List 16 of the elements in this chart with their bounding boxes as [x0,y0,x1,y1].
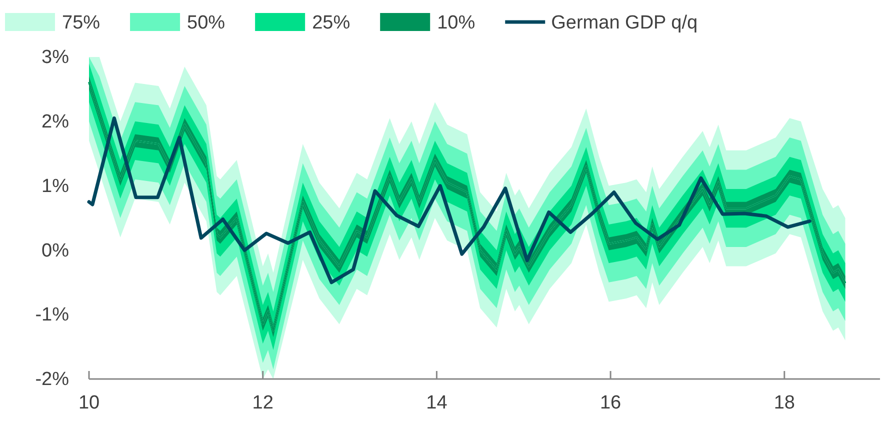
y-tick-label: 3% [42,47,70,68]
legend-label: German GDP q/q [551,12,698,34]
x-tick-label: 18 [774,392,795,414]
x-tick-label: 10 [78,392,100,414]
legend-label: 50% [187,12,226,34]
y-tick-label: 2% [42,111,70,132]
y-tick-label: 1% [42,176,70,197]
y-tick-label: 0% [42,240,70,262]
legend-label: 10% [437,12,476,34]
y-tick-label: -1% [35,304,70,326]
x-tick-label: 14 [426,392,448,414]
legend-label: 75% [62,12,100,34]
x-tick-label: 16 [600,392,622,414]
legend-label: 25% [312,12,350,34]
x-tick-label: 12 [252,392,274,414]
y-tick-label: -2% [35,369,70,390]
